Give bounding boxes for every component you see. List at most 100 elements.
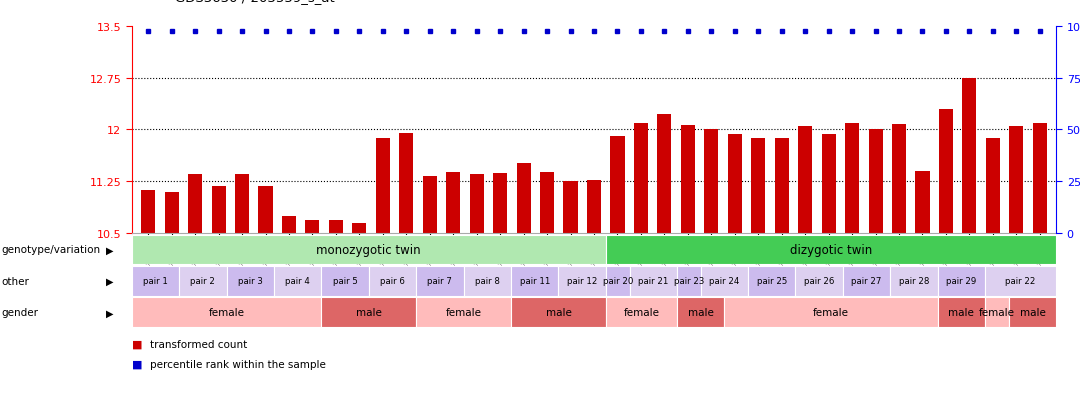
Text: pair 20: pair 20 [603, 277, 633, 286]
Bar [606, 235, 1056, 265]
Text: transformed count: transformed count [150, 339, 247, 349]
Text: pair 26: pair 26 [804, 277, 835, 286]
Text: male: male [545, 308, 571, 318]
Text: female: female [978, 308, 1015, 318]
Bar [516, 163, 530, 233]
Bar [677, 298, 725, 328]
Bar [610, 137, 624, 233]
Bar [985, 298, 1009, 328]
Bar [748, 266, 796, 296]
Bar [282, 216, 296, 233]
Bar [962, 78, 976, 233]
Text: genotype/variation: genotype/variation [1, 245, 100, 255]
Bar [704, 130, 718, 233]
Bar [606, 298, 677, 328]
Text: pair 22: pair 22 [1005, 277, 1036, 286]
Bar [274, 266, 322, 296]
Text: male: male [688, 308, 714, 318]
Bar [986, 138, 1000, 233]
Bar [368, 266, 416, 296]
Bar [212, 187, 226, 233]
Text: pair 4: pair 4 [285, 277, 310, 286]
Bar [306, 221, 320, 233]
Bar [752, 138, 766, 233]
Bar [658, 115, 672, 233]
Bar [164, 192, 178, 233]
Bar [890, 266, 937, 296]
Bar [179, 266, 227, 296]
Text: ▶: ▶ [106, 308, 113, 318]
Bar [892, 125, 906, 233]
Bar [937, 266, 985, 296]
Bar [796, 266, 842, 296]
Text: pair 12: pair 12 [567, 277, 597, 286]
Text: pair 7: pair 7 [428, 277, 453, 286]
Bar [132, 235, 606, 265]
Text: male: male [1020, 308, 1045, 318]
Text: other: other [1, 276, 29, 286]
Bar [400, 133, 414, 233]
Bar [630, 266, 677, 296]
Text: pair 8: pair 8 [475, 277, 500, 286]
Text: ▶: ▶ [106, 245, 113, 255]
Bar [328, 221, 343, 233]
Text: GDS3630 / 203559_s_at: GDS3630 / 203559_s_at [175, 0, 335, 4]
Bar [132, 266, 179, 296]
Bar [416, 266, 463, 296]
Bar [1009, 298, 1056, 328]
Text: pair 29: pair 29 [946, 277, 976, 286]
Bar [540, 173, 554, 233]
Bar [842, 266, 890, 296]
Text: ■: ■ [132, 359, 143, 369]
Bar [422, 177, 436, 233]
Bar [470, 175, 484, 233]
Bar [937, 298, 985, 328]
Text: monozygotic twin: monozygotic twin [316, 243, 421, 256]
Bar [494, 173, 508, 233]
Bar [916, 171, 930, 233]
Bar [416, 298, 511, 328]
Text: pair 3: pair 3 [238, 277, 262, 286]
Bar [558, 266, 606, 296]
Text: pair 27: pair 27 [851, 277, 881, 286]
Bar [376, 138, 390, 233]
Text: pair 21: pair 21 [638, 277, 669, 286]
Bar [677, 266, 701, 296]
Bar [798, 127, 812, 233]
Bar [985, 266, 1056, 296]
Bar [868, 130, 882, 233]
Text: ▶: ▶ [106, 276, 113, 286]
Text: pair 5: pair 5 [333, 277, 357, 286]
Bar [352, 223, 366, 233]
Text: female: female [623, 308, 660, 318]
Bar [511, 298, 606, 328]
Bar [939, 109, 953, 233]
Bar [845, 123, 860, 233]
Bar [463, 266, 511, 296]
Bar [586, 180, 602, 233]
Bar [728, 135, 742, 233]
Bar [132, 298, 322, 328]
Bar [564, 182, 578, 233]
Text: percentile rank within the sample: percentile rank within the sample [150, 359, 326, 369]
Bar [446, 173, 460, 233]
Bar [822, 135, 836, 233]
Bar [235, 175, 249, 233]
Bar [258, 187, 272, 233]
Text: pair 11: pair 11 [519, 277, 550, 286]
Bar [1010, 127, 1024, 233]
Bar [701, 266, 748, 296]
Text: male: male [948, 308, 974, 318]
Bar [511, 266, 558, 296]
Text: male: male [356, 308, 381, 318]
Bar [188, 175, 202, 233]
Bar [1032, 123, 1047, 233]
Text: female: female [446, 308, 482, 318]
Text: pair 25: pair 25 [757, 277, 787, 286]
Text: pair 2: pair 2 [190, 277, 215, 286]
Bar [141, 191, 156, 233]
Text: female: female [813, 308, 849, 318]
Text: ■: ■ [132, 339, 143, 349]
Bar [322, 298, 416, 328]
Text: gender: gender [1, 308, 38, 318]
